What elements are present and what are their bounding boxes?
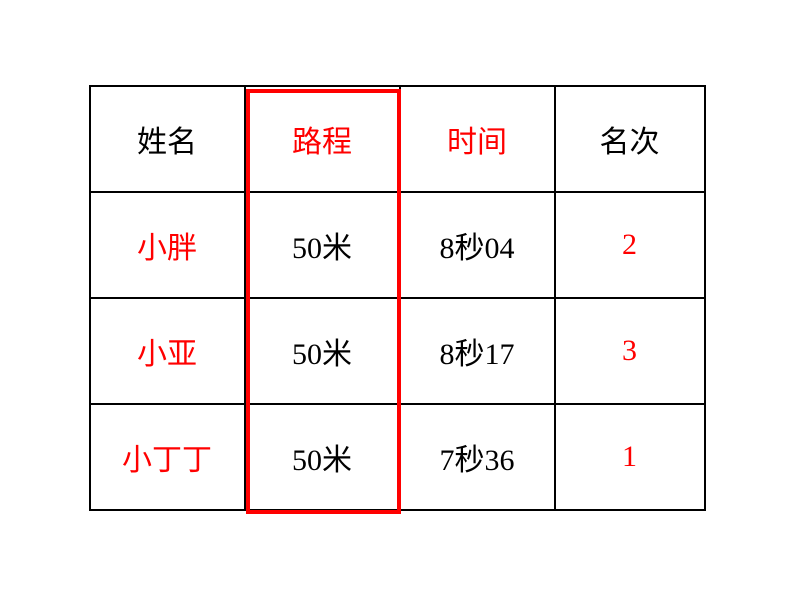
header-distance: 路程 (245, 86, 400, 192)
header-time: 时间 (400, 86, 555, 192)
cell-distance: 50米 (245, 298, 400, 404)
cell-distance: 50米 (245, 192, 400, 298)
header-name: 姓名 (90, 86, 245, 192)
table-row: 小丁丁 50米 7秒36 1 (90, 404, 705, 510)
cell-rank: 1 (555, 404, 705, 510)
results-table-container: 姓名 路程 时间 名次 小胖 50米 8秒04 2 小亚 50米 8秒17 3 … (89, 85, 706, 511)
cell-time: 8秒17 (400, 298, 555, 404)
table-row: 小亚 50米 8秒17 3 (90, 298, 705, 404)
cell-name: 小亚 (90, 298, 245, 404)
header-rank: 名次 (555, 86, 705, 192)
cell-name: 小胖 (90, 192, 245, 298)
cell-distance: 50米 (245, 404, 400, 510)
table-row: 小胖 50米 8秒04 2 (90, 192, 705, 298)
cell-time: 7秒36 (400, 404, 555, 510)
table-header-row: 姓名 路程 时间 名次 (90, 86, 705, 192)
cell-rank: 3 (555, 298, 705, 404)
cell-rank: 2 (555, 192, 705, 298)
results-table: 姓名 路程 时间 名次 小胖 50米 8秒04 2 小亚 50米 8秒17 3 … (89, 85, 706, 511)
cell-name: 小丁丁 (90, 404, 245, 510)
cell-time: 8秒04 (400, 192, 555, 298)
